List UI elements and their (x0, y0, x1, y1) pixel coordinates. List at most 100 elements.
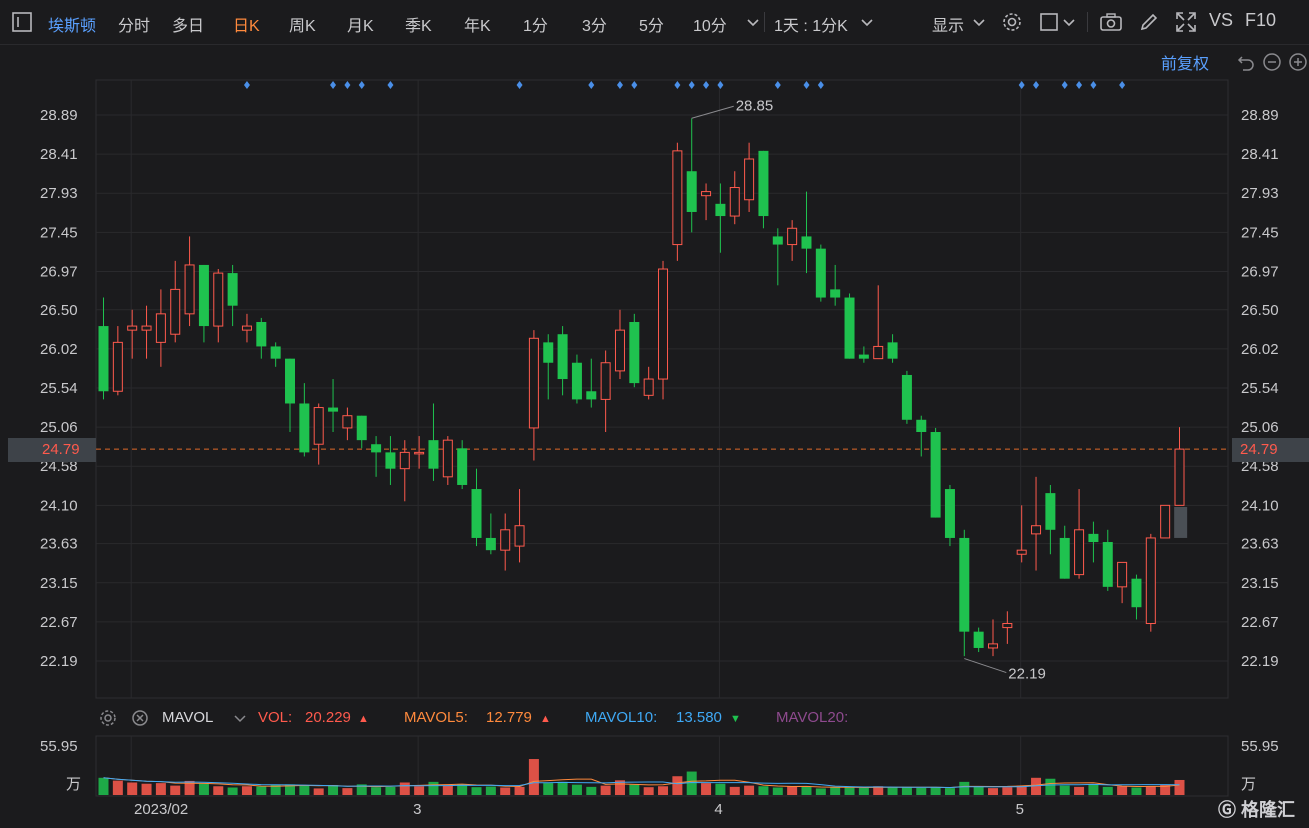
candle-body (299, 403, 310, 453)
candle-body (959, 537, 970, 632)
vs-button[interactable]: VS (1209, 10, 1234, 30)
tab-period-8[interactable]: 3分 (582, 18, 607, 35)
volume-bar (98, 777, 109, 795)
chevron-down-icon[interactable] (970, 12, 988, 32)
current-price-tag-right: 24.79 (1232, 438, 1309, 462)
volume-bar (701, 783, 712, 795)
gear-icon[interactable] (1000, 10, 1024, 34)
zoom-out-icon[interactable] (1262, 52, 1282, 72)
volume-unit: 万 (66, 776, 81, 793)
y-tick-label-right: 23.63 (1241, 536, 1279, 553)
indicator-name[interactable]: MAVOL (162, 709, 214, 726)
candle-body (614, 329, 625, 372)
x-tick-label: 5 (1016, 801, 1024, 818)
tab-period-2[interactable]: 日K (233, 18, 260, 35)
tab-period-3[interactable]: 周K (289, 18, 316, 35)
volume-bar (830, 787, 841, 795)
tab-period-6[interactable]: 年K (464, 18, 491, 35)
settings-icon[interactable] (98, 708, 118, 728)
candle-body (858, 354, 869, 359)
pencil-icon[interactable] (1137, 10, 1161, 34)
volume-bar (1102, 786, 1113, 795)
volume-bar (399, 782, 410, 795)
candle-body (457, 448, 468, 485)
chevron-down-icon[interactable] (1060, 12, 1078, 32)
interval-selector[interactable]: 1天 : 1分K (774, 18, 848, 35)
candle-body (1117, 561, 1128, 588)
volume-bar (787, 786, 798, 795)
volume-bar (356, 784, 367, 795)
event-marker (631, 81, 638, 89)
tab-period-10[interactable]: 10分 (693, 18, 727, 35)
event-marker (1061, 81, 1068, 89)
y-tick-label-right: 24.58 (1241, 458, 1279, 475)
candle-body (830, 289, 841, 298)
brand-logo: Ⓖ 格隆汇 (1218, 800, 1296, 820)
candle-body (944, 489, 955, 538)
candle-body (557, 334, 568, 380)
price-panel-border (95, 79, 1229, 699)
candle-body (1088, 533, 1099, 543)
display-menu[interactable]: 显示 (932, 18, 965, 35)
chevron-down-icon[interactable] (858, 12, 876, 32)
adjust-mode-button[interactable]: 前复权 (1161, 56, 1210, 73)
volume-bar (600, 785, 611, 795)
tab-period-0[interactable]: 分时 (118, 18, 151, 35)
volume-bar (672, 776, 683, 795)
event-marker (344, 81, 351, 89)
volume-bar (371, 787, 382, 795)
volume-bar (729, 786, 740, 795)
undo-icon[interactable] (1236, 52, 1256, 72)
candle-body (170, 288, 181, 335)
y-tick-label-right: 25.06 (1241, 419, 1279, 436)
stock-name[interactable]: 埃斯顿 (48, 18, 97, 35)
camera-icon[interactable] (1099, 10, 1123, 34)
volume-bar (457, 784, 468, 795)
volume-bar (543, 783, 554, 795)
candle-body (629, 321, 640, 384)
y-tick-label-left: 24.58 (40, 458, 78, 475)
volume-bar (887, 787, 898, 795)
volume-bar (1074, 786, 1085, 795)
y-tick-label-left: 26.02 (40, 341, 78, 358)
volume-bar (241, 786, 252, 795)
candle-body (213, 272, 224, 327)
volume-bar (1174, 779, 1185, 795)
tab-period-5[interactable]: 季K (405, 18, 432, 35)
candle-body (485, 537, 496, 551)
volume-bar (758, 786, 769, 795)
y-tick-label-left: 23.15 (40, 575, 78, 592)
volume-bar (1016, 785, 1027, 795)
event-marker (688, 81, 695, 89)
close-circle-icon[interactable] (130, 708, 150, 728)
tab-period-1[interactable]: 多日 (172, 18, 205, 35)
zoom-in-icon[interactable] (1288, 52, 1308, 72)
f10-button[interactable]: F10 (1245, 10, 1277, 30)
candle-body (270, 346, 281, 359)
candle-body (313, 407, 324, 445)
candle-body (887, 342, 898, 359)
tab-period-9[interactable]: 5分 (639, 18, 664, 35)
candle-body (1131, 578, 1142, 608)
volume-bar (184, 780, 195, 795)
volume-bar (801, 786, 812, 795)
candle-body (973, 631, 984, 648)
candle-body (901, 374, 912, 420)
chevron-down-icon[interactable] (744, 12, 762, 32)
fullscreen-icon[interactable] (1174, 10, 1198, 34)
y-tick-label-left: 28.89 (40, 107, 78, 124)
volume-bar (256, 786, 267, 795)
volume-bar (629, 784, 640, 795)
volume-bar (873, 786, 884, 795)
volume-bar (643, 787, 654, 795)
panel-toggle-icon[interactable] (10, 10, 34, 34)
candle-body (98, 326, 109, 392)
tab-period-4[interactable]: 月K (347, 18, 374, 35)
y-tick-label-right: 26.02 (1241, 341, 1279, 358)
event-marker (330, 81, 337, 89)
chevron-down-icon[interactable] (230, 708, 250, 728)
event-marker (817, 81, 824, 89)
tab-period-7[interactable]: 1分 (523, 18, 548, 35)
square-icon[interactable] (1038, 10, 1062, 34)
